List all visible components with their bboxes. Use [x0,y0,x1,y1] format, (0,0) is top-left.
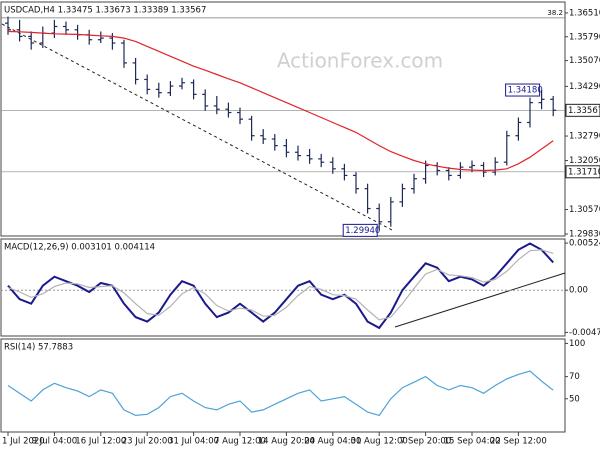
price-label: 1.33567 [568,106,600,116]
x-tick-label: 9 Jul 04:00 [32,437,78,447]
y-tick-label: 100 [569,339,585,349]
series-line [7,242,554,330]
x-tick-label: 31 Aug 12:00 [351,437,408,447]
x-tick-label: 1 Jul 2020 [2,437,45,447]
annotation-box [342,223,378,237]
series-line [7,370,554,417]
x-tick-label: 14 Aug 20:00 [258,437,315,447]
annotation: 1.34180 [508,86,543,96]
y-tick-label: 0.00 [569,286,588,296]
series-line [7,249,554,321]
y-tick-label: 1.36510 [569,8,600,18]
x-tick-label: 7 Sep 20:00 [400,437,451,447]
x-tick-label: 24 Aug 04:00 [304,437,361,447]
y-tick-label: 1.32050 [569,156,600,166]
x-tick-label: 7 Aug 12:00 [214,437,266,447]
y-tick-label: 0.005245 [569,239,600,249]
price-box [565,165,600,179]
price-box [565,103,600,117]
annotation-box [505,83,541,97]
y-tick-label: 70 [569,372,580,382]
fib-label: 38.2 [547,9,563,17]
panel-title: USDCAD,H4 1.33475 1.33673 1.33389 1.3356… [4,6,206,16]
trend-line [1,23,393,231]
annotation: 1.29940 [345,226,380,236]
panel-frame [0,1,566,237]
y-tick-label: 1.34290 [569,82,600,92]
y-tick-label: 50 [569,394,580,404]
x-tick-label: 16 Jul 12:00 [75,437,126,447]
panel-frame [0,338,566,433]
x-tick-label: 22 Sep 12:00 [490,437,547,447]
trend-line [394,272,566,328]
panel-frame [0,238,566,337]
price-label: 1.31710 [568,167,600,177]
y-tick-label: 1.35790 [569,32,600,42]
y-tick-label: 1.29830 [569,230,600,240]
y-tick-label: 1.32790 [569,132,600,142]
series-line [7,30,554,172]
panel-title: RSI(14) 57.7883 [4,343,73,353]
x-tick-label: 23 Jul 20:00 [122,437,173,447]
x-tick-label: 31 Jul 04:00 [168,437,219,447]
watermark: ActionForex.com [277,49,443,73]
y-tick-label: 1.35070 [569,56,600,66]
panel-title: MACD(12,26,9) 0.003101 0.004114 [4,243,155,253]
x-tick-label: 15 Sep 04:00 [444,437,501,447]
y-tick-label: -0.0047 [569,328,600,338]
y-tick-label: 1.30570 [569,205,600,215]
